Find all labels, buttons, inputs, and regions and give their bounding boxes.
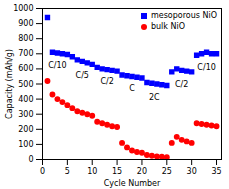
svg-text:700: 700	[18, 49, 33, 58]
svg-text:600: 600	[18, 64, 33, 73]
html-text:mesoporous NiO: mesoporous NiO	[151, 11, 217, 20]
svg-text:10: 10	[87, 167, 97, 176]
svg-text:0: 0	[28, 155, 33, 164]
svg-text:C/2: C/2	[100, 77, 113, 86]
html-text:bulk NiO: bulk NiO	[151, 22, 185, 31]
svg-text:900: 900	[18, 19, 33, 28]
svg-text:100: 100	[18, 140, 33, 149]
svg-text:300: 300	[18, 110, 33, 119]
svg-text:200: 200	[18, 125, 33, 134]
svg-text:2C: 2C	[149, 93, 160, 102]
svg-text:0: 0	[40, 167, 45, 176]
svg-text:C: C	[129, 84, 135, 93]
svg-text:800: 800	[18, 34, 33, 43]
svg-text:C/5: C/5	[76, 71, 89, 80]
svg-text:5: 5	[65, 167, 70, 176]
svg-text:20: 20	[137, 167, 147, 176]
svg-text:Cycle Number: Cycle Number	[104, 179, 161, 188]
svg-text:25: 25	[162, 167, 172, 176]
svg-text:C/2: C/2	[175, 80, 188, 89]
svg-text:1000: 1000	[13, 4, 33, 13]
svg-text:35: 35	[211, 167, 221, 176]
svg-text:30: 30	[187, 167, 197, 176]
svg-text:C/10: C/10	[197, 63, 215, 72]
svg-text:400: 400	[18, 95, 33, 104]
svg-text:C/10: C/10	[48, 61, 66, 70]
svg-text:15: 15	[112, 167, 122, 176]
svg-text:500: 500	[18, 80, 33, 89]
svg-text:Capacity (mAh/g): Capacity (mAh/g)	[5, 49, 14, 119]
